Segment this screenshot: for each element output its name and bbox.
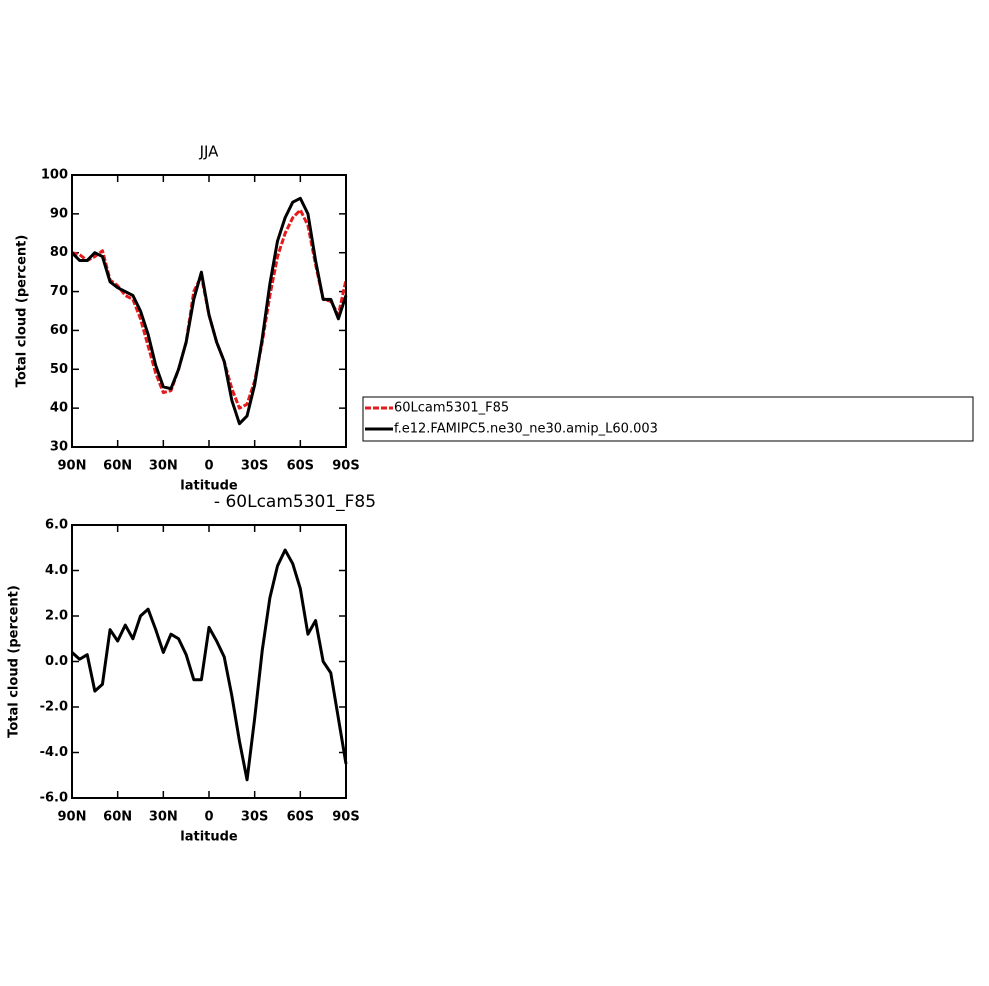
x-tick-label: 90N — [58, 459, 87, 474]
x-tick-label: 60S — [287, 810, 314, 825]
y-tick-label: 60 — [50, 323, 68, 338]
x-tick-label: 0 — [204, 810, 213, 825]
y-tick-label: 2.0 — [45, 609, 68, 624]
plot-frame — [71, 174, 347, 448]
y-axis-label: Total cloud (percent) — [15, 235, 30, 388]
y-tick-label: 100 — [41, 168, 68, 183]
y-tick-label: 30 — [50, 440, 68, 455]
x-tick-label: 90S — [332, 459, 359, 474]
y-axis-label: Total cloud (percent) — [7, 585, 22, 738]
x-axis-label: latitude — [180, 830, 238, 845]
y-tick-label: 90 — [50, 206, 68, 221]
legend-label: f.e12.FAMIPC5.ne30_ne30.amip_L60.003 — [394, 422, 658, 437]
data-line — [70, 548, 348, 782]
y-tick-label: -2.0 — [40, 700, 68, 715]
x-tick-label: 60N — [103, 810, 132, 825]
y-tick-label: 4.0 — [45, 563, 68, 578]
x-tick-label: 30S — [241, 810, 268, 825]
y-tick-label: -6.0 — [40, 791, 68, 806]
y-tick-label: 0.0 — [45, 654, 68, 669]
x-tick-label: 0 — [204, 459, 213, 474]
x-tick-label: 30N — [149, 459, 178, 474]
legend-box — [362, 396, 974, 442]
x-tick-label: 90N — [58, 810, 87, 825]
plot-frame — [71, 524, 347, 799]
y-tick-label: 40 — [50, 401, 68, 416]
chart-title: JJA — [199, 143, 220, 161]
chart-title: - 60Lcam5301_F85 — [214, 492, 376, 512]
y-tick-label: 70 — [50, 284, 68, 299]
y-tick-label: -4.0 — [40, 745, 68, 760]
legend-label: 60Lcam5301_F85 — [394, 401, 509, 416]
x-axis-label: latitude — [180, 479, 238, 494]
y-tick-label: 6.0 — [45, 518, 68, 533]
x-tick-label: 60S — [287, 459, 314, 474]
data-line — [70, 196, 348, 426]
x-tick-label: 30N — [149, 810, 178, 825]
x-tick-label: 90S — [332, 810, 359, 825]
y-tick-label: 80 — [50, 245, 68, 260]
x-tick-label: 30S — [241, 459, 268, 474]
x-tick-label: 60N — [103, 459, 132, 474]
y-tick-label: 50 — [50, 362, 68, 377]
